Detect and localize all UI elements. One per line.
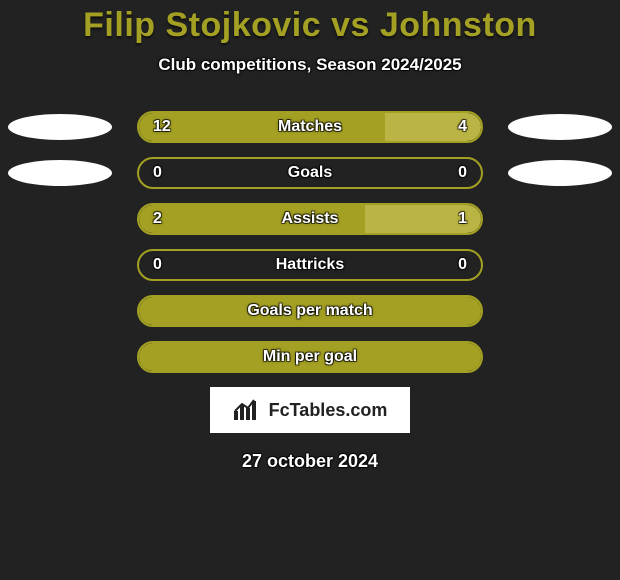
stat-track: 0 0Hattricks [137, 249, 483, 281]
stat-value-right: 0 [458, 164, 467, 182]
player-ellipse-left [8, 114, 112, 140]
page-title: Filip Stojkovic vs Johnston [0, 0, 620, 45]
stat-row: 124Matches [0, 111, 620, 143]
subtitle: Club competitions, Season 2024/2025 [0, 55, 620, 75]
stat-track: Goals per match [137, 295, 483, 327]
stat-value-left: 0 [153, 256, 162, 274]
stat-overlay: 0 0Hattricks [139, 251, 481, 279]
stat-row: Min per goal [0, 341, 620, 373]
stat-fill-right [365, 205, 481, 233]
stat-label: Hattricks [139, 256, 481, 274]
stat-track: 21Assists [137, 203, 483, 235]
player-ellipse-right [508, 160, 612, 186]
stat-fill-left [139, 113, 385, 141]
stats-list: 124Matches00Goals21Assists00HattricksGoa… [0, 111, 620, 373]
stat-overlay: 0 0Goals [139, 159, 481, 187]
stat-row: 0 0Hattricks [0, 249, 620, 281]
stat-track: 124Matches [137, 111, 483, 143]
stat-fill-left [139, 343, 481, 371]
logo-box: FcTables.com [210, 387, 410, 433]
stat-fill-left [139, 205, 365, 233]
stat-fill-right [385, 113, 481, 141]
stat-row: Goals per match [0, 295, 620, 327]
logo-text: FcTables.com [269, 400, 388, 421]
date-label: 27 october 2024 [0, 451, 620, 472]
stat-track: 0 0Goals [137, 157, 483, 189]
stat-value-left: 0 [153, 164, 162, 182]
stat-value-right: 0 [458, 256, 467, 274]
bars-icon [233, 399, 261, 421]
stat-track: Min per goal [137, 341, 483, 373]
stat-row: 21Assists [0, 203, 620, 235]
player-ellipse-left [8, 160, 112, 186]
stat-fill-left [139, 297, 481, 325]
stat-row: 0 0Goals [0, 157, 620, 189]
comparison-card: Filip Stojkovic vs Johnston Club competi… [0, 0, 620, 580]
player-ellipse-right [508, 114, 612, 140]
stat-label: Goals [139, 164, 481, 182]
